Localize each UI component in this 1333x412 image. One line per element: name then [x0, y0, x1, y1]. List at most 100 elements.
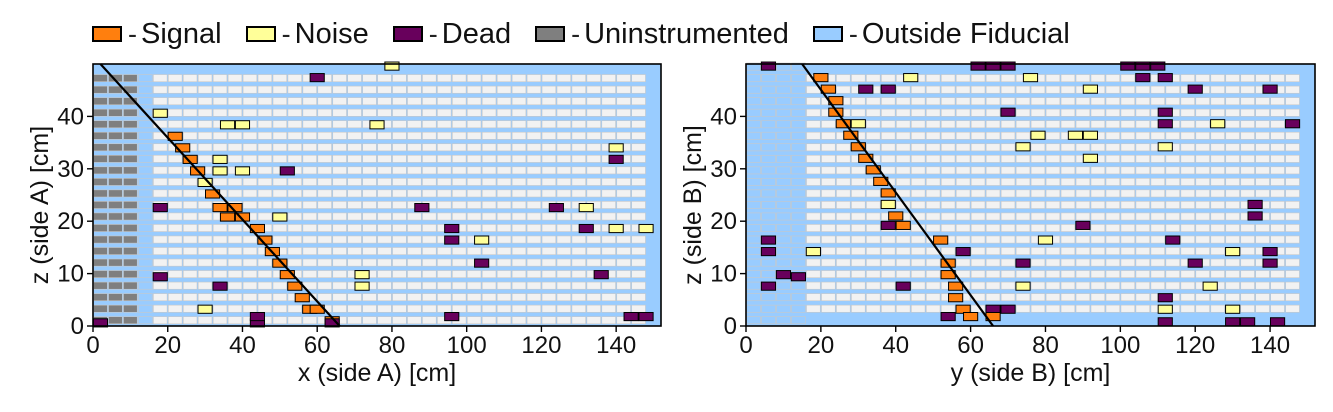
strip-empty	[1165, 281, 1180, 290]
strip-empty	[1165, 154, 1180, 163]
strip-empty	[1000, 293, 1016, 302]
strip-empty	[153, 178, 168, 186]
strip-empty	[1075, 143, 1091, 152]
strip-empty	[1195, 247, 1210, 255]
strip-outside	[776, 281, 791, 290]
hit-dead	[444, 235, 460, 245]
strip-empty	[347, 74, 362, 83]
strip-empty	[182, 247, 198, 255]
strip-empty	[836, 166, 851, 175]
strip-empty	[422, 97, 437, 106]
strip-empty	[616, 270, 631, 278]
strip-empty	[1180, 247, 1195, 255]
strip-empty	[985, 293, 1001, 302]
strip-uninstrumented	[123, 212, 138, 221]
strip-empty	[556, 293, 572, 302]
strip-empty	[452, 131, 467, 140]
strip-empty	[1225, 85, 1240, 94]
strip-empty	[1210, 154, 1225, 163]
strip-empty	[407, 131, 422, 140]
strip-empty	[362, 293, 377, 302]
strip-outside	[761, 189, 776, 198]
strip-empty	[377, 166, 392, 175]
strip-empty	[317, 97, 332, 106]
strip-empty	[541, 154, 557, 163]
y-tick-label: 10	[710, 261, 737, 288]
strip-empty	[287, 178, 302, 186]
strip-empty	[1030, 281, 1046, 290]
strip-empty	[287, 85, 302, 94]
strip-empty	[242, 143, 258, 152]
strip-empty	[556, 166, 572, 175]
strip-outside	[138, 97, 153, 106]
strip-empty	[556, 281, 572, 290]
strip-empty	[511, 131, 527, 140]
strip-empty	[541, 143, 557, 152]
hit-dead	[593, 270, 609, 280]
strip-empty	[466, 316, 482, 325]
strip-empty	[1045, 85, 1061, 94]
plot-frame	[745, 63, 1316, 327]
strip-empty	[407, 235, 422, 244]
strip-empty	[496, 189, 512, 198]
strip-empty	[153, 281, 168, 290]
strip-empty	[1000, 201, 1016, 209]
hit-dead	[1135, 73, 1151, 83]
strip-empty	[242, 85, 258, 94]
strip-empty	[452, 281, 467, 290]
strip-empty	[287, 131, 302, 140]
strip-empty	[287, 120, 302, 129]
strip-outside	[791, 85, 806, 94]
strip-empty	[1075, 74, 1091, 83]
strip-empty	[466, 281, 482, 290]
strip-uninstrumented	[123, 108, 138, 117]
strip-empty	[851, 270, 866, 278]
strip-empty	[1090, 281, 1106, 290]
strip-empty	[377, 247, 392, 255]
strip-empty	[212, 316, 228, 325]
strip-empty	[925, 178, 941, 186]
strip-uninstrumented	[93, 235, 108, 244]
strip-outside	[791, 154, 806, 163]
strip-empty	[302, 189, 317, 198]
strip-empty	[407, 166, 422, 175]
strip-empty	[955, 131, 971, 140]
strip-empty	[153, 293, 168, 302]
strip-empty	[496, 97, 512, 106]
strip-empty	[362, 108, 377, 117]
hit-noise	[1210, 119, 1226, 129]
strip-empty	[1120, 293, 1136, 302]
strip-uninstrumented	[108, 108, 123, 117]
strip-empty	[881, 131, 896, 140]
strip-empty	[347, 235, 362, 244]
strip-empty	[1180, 293, 1195, 302]
strip-empty	[1075, 270, 1091, 278]
strip-uninstrumented	[123, 316, 138, 325]
strip-empty	[985, 143, 1001, 152]
strip-empty	[153, 143, 168, 152]
strip-outside	[138, 304, 153, 313]
strip-empty	[1255, 235, 1270, 244]
strip-empty	[1210, 131, 1225, 140]
strip-empty	[452, 97, 467, 106]
hit-dead	[1150, 61, 1166, 71]
strip-empty	[806, 304, 821, 313]
hit-noise	[608, 223, 624, 234]
strip-empty	[1000, 258, 1016, 267]
strip-empty	[571, 235, 586, 244]
strip-empty	[806, 154, 821, 163]
strip-empty	[422, 166, 437, 175]
strip-empty	[955, 166, 971, 175]
strip-empty	[1210, 74, 1225, 83]
strip-empty	[392, 247, 407, 255]
strip-empty	[511, 120, 527, 129]
strip-empty	[1225, 201, 1240, 209]
strip-empty	[851, 235, 866, 244]
strip-empty	[1105, 97, 1121, 106]
strip-empty	[601, 247, 616, 255]
strip-empty	[1045, 281, 1061, 290]
legend-dash: -	[571, 18, 581, 49]
strip-empty	[631, 189, 646, 198]
strip-empty	[940, 85, 956, 94]
strip-empty	[1150, 201, 1165, 209]
